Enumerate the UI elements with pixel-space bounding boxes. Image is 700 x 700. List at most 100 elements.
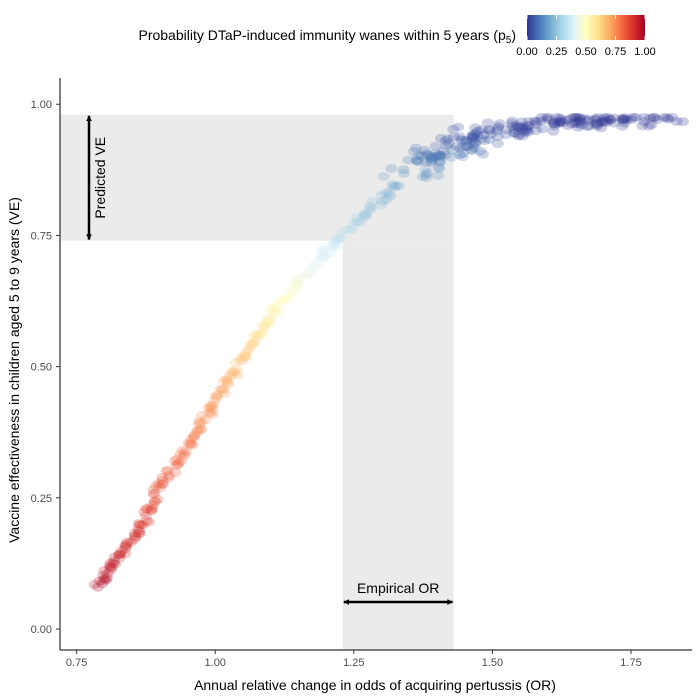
data-point <box>445 152 458 162</box>
data-point <box>101 569 114 579</box>
data-point <box>128 534 141 544</box>
data-point <box>98 576 111 586</box>
data-point <box>638 116 651 126</box>
data-point <box>397 165 410 175</box>
data-point <box>262 315 275 325</box>
data-point <box>522 121 535 131</box>
data-point <box>433 150 446 160</box>
data-point <box>492 121 505 131</box>
data-point <box>333 233 346 243</box>
data-point <box>192 419 205 429</box>
data-point <box>625 114 638 124</box>
data-point <box>572 118 585 128</box>
data-point <box>577 113 590 123</box>
data-point <box>172 458 185 468</box>
data-point <box>511 122 524 132</box>
data-point <box>252 330 265 340</box>
data-point <box>602 112 615 122</box>
data-point <box>519 125 532 135</box>
data-point <box>616 113 629 123</box>
data-point <box>132 519 145 529</box>
data-point <box>267 301 280 311</box>
data-point <box>419 149 432 159</box>
y-ticks: 0.00 0.25 0.50 0.75 1.00 <box>31 99 60 636</box>
data-point <box>119 549 132 559</box>
data-point <box>407 147 420 157</box>
data-point <box>570 116 583 126</box>
data-point <box>100 575 113 585</box>
data-point <box>220 374 233 384</box>
data-point <box>202 403 215 413</box>
arrow-head <box>86 115 92 121</box>
data-point <box>234 354 247 364</box>
data-point <box>257 321 270 331</box>
data-point <box>434 156 447 166</box>
data-point <box>432 163 445 173</box>
data-point <box>104 562 117 572</box>
data-point <box>475 125 488 135</box>
data-point <box>240 352 253 362</box>
y-tick-label: 0.25 <box>31 493 52 505</box>
x-tick-label: 1.00 <box>205 657 226 669</box>
data-point <box>223 370 236 380</box>
data-point <box>477 149 490 159</box>
legend-title-close: ) <box>511 27 516 43</box>
data-point <box>581 121 594 131</box>
data-point <box>477 130 490 140</box>
data-point <box>466 145 479 155</box>
data-point <box>214 384 227 394</box>
data-point <box>619 113 632 123</box>
data-point <box>289 279 302 289</box>
data-point <box>388 182 401 192</box>
data-point <box>185 434 198 444</box>
data-point <box>205 407 218 417</box>
data-point <box>350 212 363 222</box>
data-point <box>456 152 469 162</box>
data-point <box>642 121 655 131</box>
data-point <box>508 124 521 134</box>
data-point <box>437 146 450 156</box>
data-point <box>357 212 370 222</box>
data-point <box>290 283 303 293</box>
annotations: Predicted VE Empirical OR <box>86 115 453 605</box>
data-point <box>416 172 429 182</box>
data-point <box>468 143 481 153</box>
data-point <box>547 126 560 136</box>
data-point <box>261 315 274 325</box>
data-point <box>439 136 452 146</box>
data-point <box>434 150 447 160</box>
data-point <box>145 505 158 515</box>
data-point <box>469 123 482 133</box>
data-point <box>608 113 621 123</box>
data-point <box>355 218 368 228</box>
data-point <box>275 295 288 305</box>
data-point <box>206 410 219 420</box>
axes: 0.75 1.00 1.25 1.50 1.75 0.00 0.25 0.50 0.75 1.0… <box>31 78 692 669</box>
data-point <box>491 139 504 149</box>
data-point <box>236 356 249 366</box>
data-point <box>141 503 154 513</box>
data-point <box>561 121 574 131</box>
data-point <box>137 520 150 530</box>
data-point <box>432 162 445 172</box>
data-point <box>210 393 223 403</box>
data-point <box>618 118 631 128</box>
data-point <box>425 156 438 166</box>
data-point <box>456 135 469 145</box>
data-point <box>638 112 651 122</box>
data-point <box>245 340 258 350</box>
data-point <box>470 128 483 138</box>
data-point <box>569 112 582 122</box>
data-point <box>113 549 126 559</box>
data-point <box>310 259 323 269</box>
data-point <box>468 129 481 139</box>
data-point <box>334 234 347 244</box>
empirical-or-band <box>342 240 454 650</box>
data-point <box>304 269 317 279</box>
data-point <box>330 241 343 251</box>
data-point <box>96 579 109 589</box>
data-point <box>194 424 207 434</box>
data-point <box>247 338 260 348</box>
data-point <box>186 440 199 450</box>
